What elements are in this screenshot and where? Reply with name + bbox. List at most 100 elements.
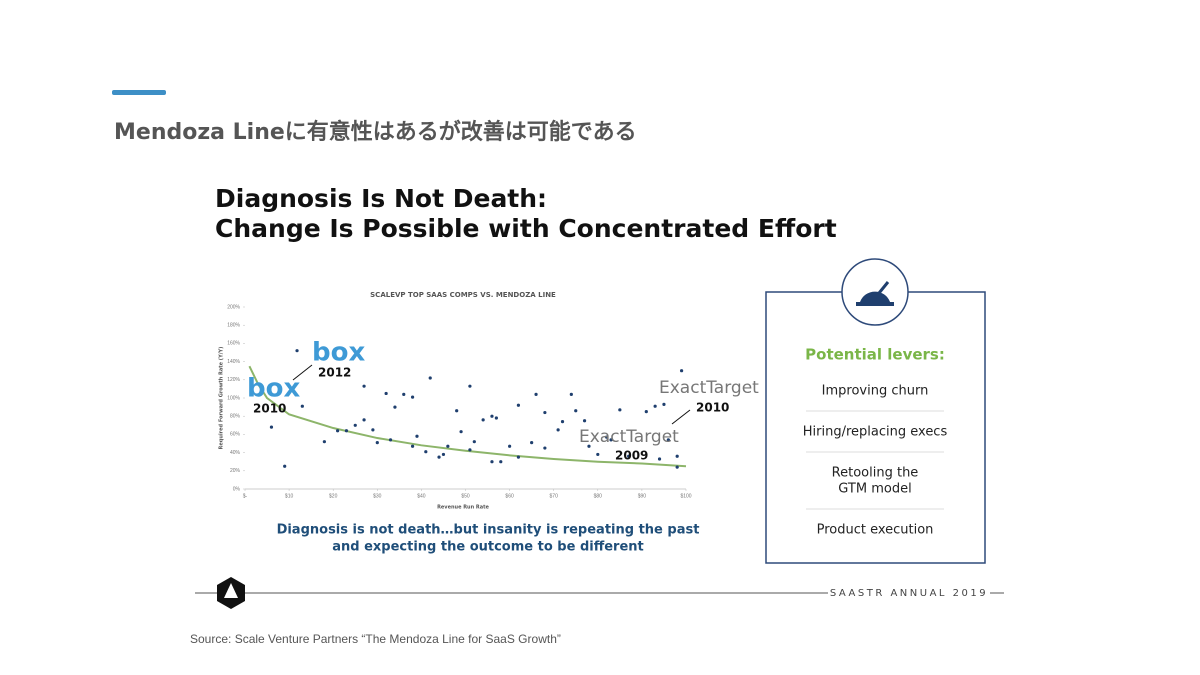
point xyxy=(666,438,670,442)
y-tick-label: 60% xyxy=(230,432,241,438)
arrow xyxy=(671,409,691,425)
scatter-chart: SCALEVP TOP SAAS COMPS VS. MENDOZA LINE … xyxy=(219,291,692,511)
x-tick-label: $80 xyxy=(594,493,603,499)
logo: box xyxy=(312,338,365,368)
x-tick-label: $60 xyxy=(505,493,514,499)
point xyxy=(371,428,375,432)
point xyxy=(283,464,287,468)
point xyxy=(424,450,428,454)
point xyxy=(662,402,666,406)
slide-heading: Diagnosis Is Not Death: xyxy=(215,184,547,213)
point xyxy=(644,410,648,414)
point xyxy=(295,349,299,353)
point xyxy=(587,444,591,448)
icon xyxy=(873,281,890,299)
x-tick-label: $70 xyxy=(550,493,559,499)
trend-line xyxy=(248,365,687,468)
point xyxy=(543,446,547,450)
panel-title: Potential levers: xyxy=(805,346,945,364)
y-axis-label: Required Forward Growth Rate (Y/Y) xyxy=(219,347,225,450)
point xyxy=(459,430,463,434)
x-tick-label: $50 xyxy=(461,493,470,499)
point xyxy=(393,405,397,409)
point xyxy=(336,429,340,433)
y-tick-label: 120% xyxy=(227,377,240,383)
y-tick-label: 180% xyxy=(227,323,240,329)
point xyxy=(543,410,547,415)
point xyxy=(675,454,679,458)
chart-title: SCALEVP TOP SAAS COMPS VS. MENDOZA LINE xyxy=(370,291,556,299)
point xyxy=(344,429,349,433)
point xyxy=(362,418,366,422)
point xyxy=(384,391,388,396)
point xyxy=(627,454,631,458)
point xyxy=(618,408,622,412)
point xyxy=(508,444,512,448)
point xyxy=(609,438,613,442)
y-tick-label: 200% xyxy=(227,304,240,310)
point xyxy=(679,369,684,373)
point xyxy=(300,404,304,408)
point xyxy=(437,455,441,459)
point xyxy=(362,384,366,388)
point xyxy=(415,434,419,438)
point xyxy=(530,440,534,445)
point xyxy=(353,423,357,427)
lever: Product execution xyxy=(817,523,934,538)
point xyxy=(269,425,274,429)
point xyxy=(675,465,679,469)
y-tick-label: 80% xyxy=(230,414,241,420)
point xyxy=(556,428,560,432)
point xyxy=(494,416,498,420)
point xyxy=(499,460,503,464)
point xyxy=(410,395,415,399)
point xyxy=(410,444,415,448)
point xyxy=(516,455,521,459)
point xyxy=(375,440,379,445)
point xyxy=(596,452,600,457)
point xyxy=(605,435,609,439)
point xyxy=(490,414,494,418)
point xyxy=(582,419,587,423)
logo: box xyxy=(247,374,300,404)
lever: GTM model xyxy=(838,482,911,497)
point xyxy=(428,376,432,380)
point xyxy=(560,420,565,424)
point xyxy=(574,409,578,413)
year: 2012 xyxy=(318,366,351,380)
accent-bar xyxy=(112,90,166,95)
y-tick-label: 160% xyxy=(227,341,240,347)
logo: ExactTarget xyxy=(659,378,759,398)
point xyxy=(455,409,459,413)
footer-event: SAASTR ANNUAL 2019 xyxy=(830,588,988,599)
lever: Retooling the xyxy=(832,466,919,481)
lever: Improving churn xyxy=(822,384,929,399)
point xyxy=(446,444,450,448)
point xyxy=(472,440,476,444)
caption: and expecting the outcome to be differen… xyxy=(332,540,644,555)
arrow xyxy=(292,364,313,381)
y-tick-label: 0% xyxy=(233,486,241,492)
point xyxy=(322,440,326,444)
year: 2010 xyxy=(696,401,729,415)
annotations: box 2012 box 2010 ExactTarget 2010 Exact… xyxy=(247,338,759,463)
point xyxy=(468,384,472,388)
y-tick-label: 100% xyxy=(227,395,240,401)
point xyxy=(657,457,662,461)
point xyxy=(402,392,406,396)
x-tick-label: $40 xyxy=(417,493,426,499)
point xyxy=(490,460,494,464)
lever: Hiring/replacing execs xyxy=(803,425,948,440)
x-tick-label: $30 xyxy=(373,493,382,499)
point xyxy=(441,452,446,457)
year: 2010 xyxy=(253,402,286,416)
x-tick-label: $90 xyxy=(638,493,647,499)
levers-panel: Potential levers: Improving churn Hiring… xyxy=(765,258,986,564)
y-tick-label: 140% xyxy=(227,359,240,365)
source: Source: Scale Venture Partners “The Mend… xyxy=(190,632,561,646)
caption: Diagnosis is not death…but insanity is r… xyxy=(277,523,700,538)
x-axis-label: Revenue Run Rate xyxy=(437,505,489,511)
point xyxy=(516,403,521,407)
x-tick-label: $- xyxy=(243,493,248,499)
point xyxy=(388,438,393,442)
